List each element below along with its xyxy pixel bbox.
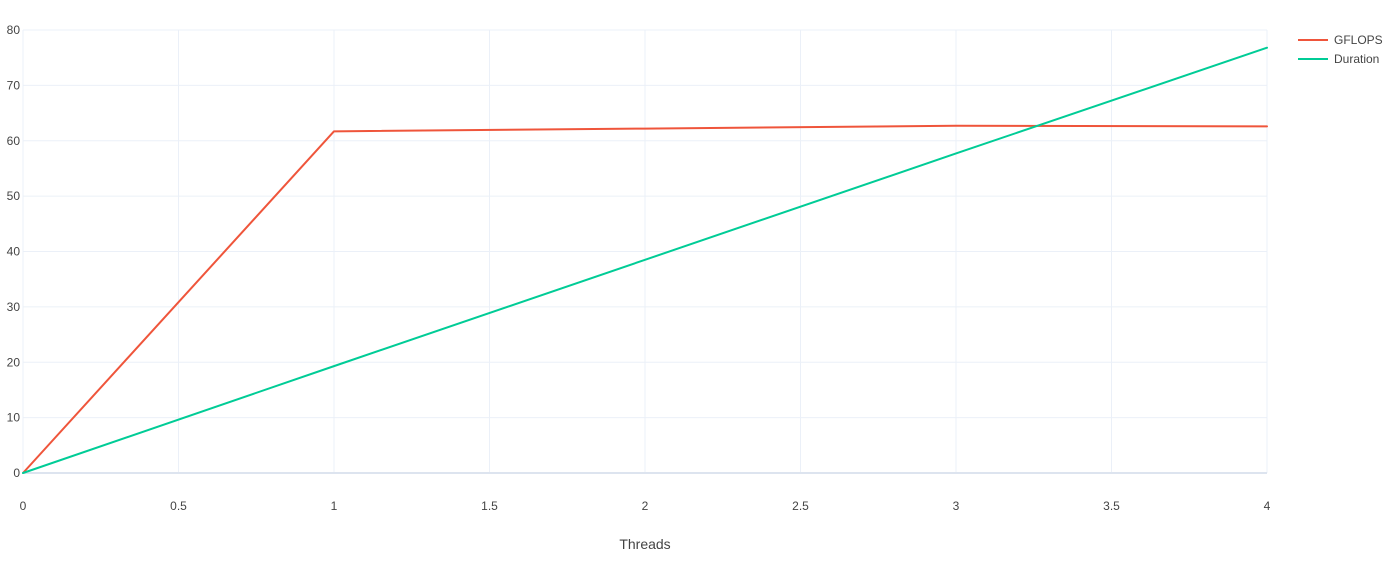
y-tick-label: 10: [7, 411, 21, 425]
x-tick-label: 3: [953, 499, 960, 513]
y-tick-label: 0: [13, 466, 20, 480]
legend-label: GFLOPS: [1334, 33, 1383, 47]
y-tick-labels: 0 10 20 30 40 50 60 70 80: [7, 23, 21, 480]
grid-lines: [23, 29, 1268, 473]
x-tick-label: 3.5: [1103, 499, 1120, 513]
legend-item-gflops[interactable]: GFLOPS: [1298, 33, 1383, 47]
x-tick-labels: 0 0.5 1 1.5 2 2.5 3 3.5 4: [20, 499, 1271, 513]
x-tick-label: 2: [642, 499, 649, 513]
legend-label: Duration: [1334, 52, 1379, 66]
x-axis-title: Threads: [619, 536, 670, 552]
y-tick-label: 60: [7, 134, 21, 148]
legend-item-duration[interactable]: Duration: [1298, 52, 1379, 66]
x-tick-label: 4: [1264, 499, 1271, 513]
y-tick-label: 50: [7, 189, 21, 203]
series-line-gflops: [22, 124, 1268, 474]
x-tick-label: 1.5: [481, 499, 498, 513]
y-tick-label: 70: [7, 78, 21, 92]
axes: [22, 30, 1267, 474]
series-lines: [22, 46, 1268, 474]
x-tick-label: 0: [20, 499, 27, 513]
y-tick-label: 30: [7, 300, 21, 314]
y-tick-label: 40: [7, 245, 21, 259]
y-tick-label: 20: [7, 355, 21, 369]
y-tick-label: 80: [7, 23, 21, 37]
x-tick-label: 0.5: [170, 499, 187, 513]
x-tick-label: 2.5: [792, 499, 809, 513]
x-tick-label: 1: [331, 499, 338, 513]
series-line-duration: [22, 46, 1268, 474]
legend[interactable]: GFLOPS Duration: [1298, 33, 1383, 66]
